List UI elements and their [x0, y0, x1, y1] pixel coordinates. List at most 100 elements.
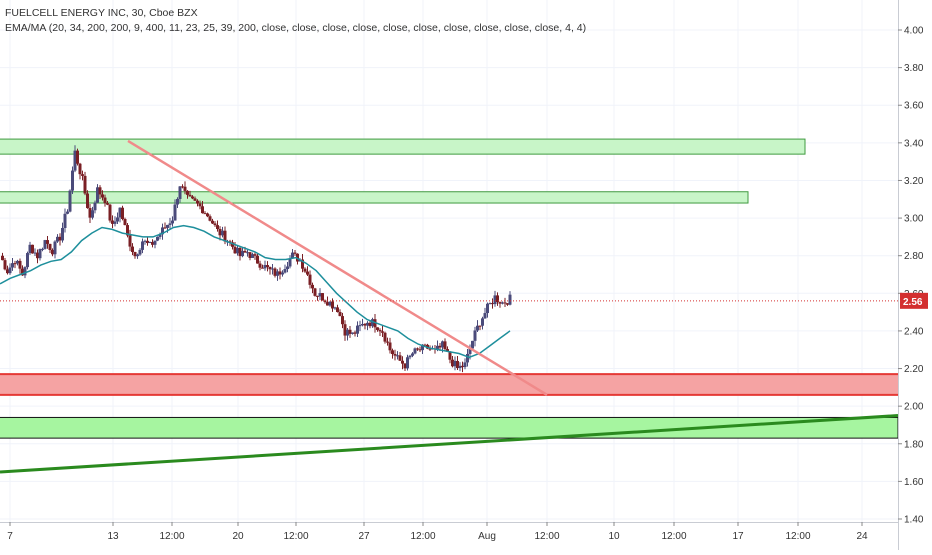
- candle-body: [256, 255, 259, 264]
- candle-body: [303, 268, 307, 272]
- candle-body: [186, 190, 189, 195]
- candle-body: [108, 204, 112, 221]
- candle-body: [396, 355, 399, 357]
- candle-body: [271, 268, 274, 270]
- support-zone-green: [0, 416, 899, 439]
- candle-body: [41, 248, 44, 250]
- candle-body: [31, 244, 34, 254]
- candle-body: [146, 240, 149, 244]
- candle-body: [136, 254, 139, 257]
- candle-body: [118, 207, 122, 218]
- candle-body: [413, 348, 417, 354]
- y-tick-label: 2.80: [904, 251, 924, 262]
- y-tick-label: 4.00: [904, 26, 924, 37]
- candle-body: [188, 194, 192, 197]
- candle-body: [121, 207, 124, 220]
- candle-body: [458, 365, 462, 369]
- candle-body: [376, 327, 379, 330]
- candle-body: [326, 302, 329, 306]
- candle-body: [491, 303, 494, 305]
- candle-body: [163, 227, 167, 229]
- candle-body: [268, 266, 272, 270]
- price-axis[interactable]: 4.003.803.603.403.203.002.802.602.402.20…: [898, 0, 932, 550]
- candle-body: [3, 260, 7, 270]
- y-tick-label: 3.80: [904, 63, 924, 74]
- candle-body: [451, 359, 454, 367]
- candle-body: [88, 208, 92, 218]
- candle-body: [241, 250, 244, 257]
- candle-body: [421, 344, 424, 351]
- candle-body: [448, 351, 452, 360]
- candle-body: [383, 332, 387, 342]
- candle-body: [106, 203, 109, 205]
- candle-body: [238, 247, 242, 257]
- candle-body: [361, 323, 364, 326]
- candle-body: [438, 345, 442, 348]
- candle-body: [116, 217, 119, 222]
- candle-body: [58, 236, 62, 241]
- candle-body: [61, 228, 64, 241]
- candle-body: [166, 224, 169, 228]
- candle-body: [81, 174, 84, 176]
- candle-body: [273, 268, 277, 276]
- candle-body: [338, 312, 342, 317]
- candle-body: [131, 246, 134, 253]
- resistance-zone-lower: [0, 191, 749, 204]
- candle-body: [91, 210, 94, 218]
- candle-body: [366, 322, 369, 326]
- candle-body: [76, 150, 79, 164]
- candle-body: [441, 341, 444, 348]
- candle-body: [153, 240, 157, 245]
- candle-body: [113, 221, 117, 224]
- last-price-label: 2.56: [903, 297, 923, 308]
- x-tick-label: 24: [856, 531, 868, 542]
- x-tick-label: 12:00: [785, 531, 810, 542]
- x-tick-label: 12:00: [661, 531, 686, 542]
- candle-body: [246, 252, 249, 254]
- y-tick-label: 1.60: [904, 477, 924, 488]
- x-tick-label: 12:00: [159, 531, 184, 542]
- candle-body: [48, 243, 52, 250]
- resistance-zone-upper: [0, 138, 806, 155]
- candle-body: [213, 223, 217, 226]
- candle-body: [266, 265, 269, 267]
- candle-body: [141, 241, 144, 250]
- candle-body: [68, 190, 72, 212]
- candle-body: [216, 225, 219, 230]
- candle-body: [181, 186, 184, 188]
- y-tick-label: 3.20: [904, 176, 924, 187]
- time-axis[interactable]: 7 13 12:00 20 12:00 27 12:00 Aug 12:00 10 12:00 17 1…: [0, 522, 898, 550]
- y-tick-label: 2.20: [904, 364, 924, 375]
- candle-body: [378, 329, 382, 332]
- candle-body: [1, 255, 4, 261]
- candle-body: [208, 216, 212, 221]
- x-tick-label: 12:00: [534, 531, 559, 542]
- candle-body: [486, 303, 489, 314]
- candle-body: [53, 241, 57, 255]
- candle-body: [251, 254, 254, 258]
- candle-body: [501, 302, 504, 304]
- candle-body: [28, 244, 32, 254]
- candle-body: [83, 175, 87, 194]
- candle-body: [211, 220, 214, 224]
- candle-body: [6, 269, 9, 274]
- candle-body: [393, 354, 397, 356]
- candle-body: [36, 252, 39, 259]
- candle-body: [193, 198, 197, 201]
- candle-body: [173, 204, 177, 221]
- chart-legend: FUELCELL ENERGY INC, 30, Cboe BZX EMA/MA…: [5, 6, 586, 36]
- candle-body: [351, 332, 354, 334]
- candle-body: [126, 225, 129, 236]
- candle-body: [128, 235, 132, 247]
- candle-body: [368, 322, 372, 327]
- candle-body: [481, 318, 484, 326]
- candle-body: [191, 196, 194, 199]
- candle-body: [411, 353, 414, 356]
- zones-layer: [0, 138, 899, 439]
- candle-body: [328, 301, 332, 306]
- last-price-badge: [900, 292, 928, 309]
- candle-body: [316, 295, 319, 297]
- x-tick-label: 13: [107, 531, 119, 542]
